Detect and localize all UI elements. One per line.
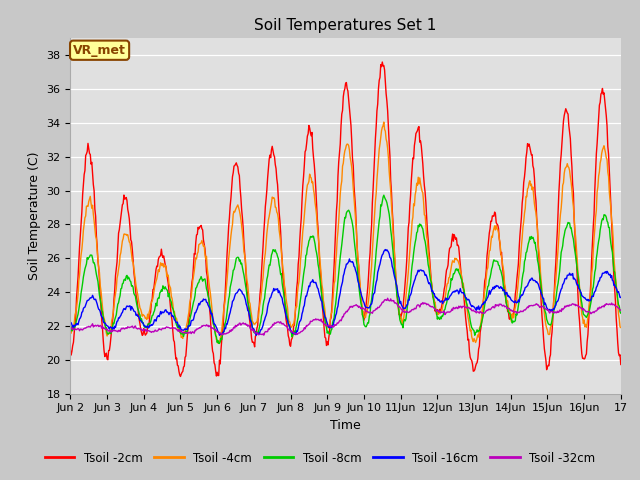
Tsoil -2cm	[177, 373, 184, 379]
Tsoil -16cm	[188, 318, 195, 324]
Tsoil -32cm	[188, 331, 195, 336]
Tsoil -8cm	[211, 329, 219, 335]
Tsoil -4cm	[214, 340, 222, 346]
Tsoil -2cm	[617, 361, 625, 367]
Tsoil -8cm	[392, 282, 400, 288]
Tsoil -32cm	[568, 301, 576, 307]
Tsoil -4cm	[617, 324, 625, 330]
Tsoil -32cm	[447, 309, 454, 314]
Tsoil -2cm	[188, 279, 196, 285]
Tsoil -32cm	[384, 295, 392, 301]
Tsoil -16cm	[568, 272, 576, 278]
Tsoil -8cm	[216, 340, 223, 346]
Line: Tsoil -8cm: Tsoil -8cm	[70, 195, 621, 343]
Tsoil -16cm	[252, 333, 260, 338]
Line: Tsoil -32cm: Tsoil -32cm	[70, 298, 621, 335]
Tsoil -16cm	[447, 293, 454, 299]
Tsoil -8cm	[447, 284, 454, 289]
Tsoil -2cm	[447, 245, 454, 251]
Tsoil -32cm	[260, 332, 268, 338]
Tsoil -32cm	[392, 300, 400, 306]
Tsoil -2cm	[338, 111, 346, 117]
Tsoil -2cm	[67, 348, 74, 353]
Tsoil -8cm	[67, 323, 74, 328]
Tsoil -4cm	[67, 326, 74, 332]
Tsoil -4cm	[188, 294, 195, 300]
Line: Tsoil -2cm: Tsoil -2cm	[70, 62, 621, 376]
Tsoil -2cm	[568, 163, 576, 169]
Legend: Tsoil -2cm, Tsoil -4cm, Tsoil -8cm, Tsoil -16cm, Tsoil -32cm: Tsoil -2cm, Tsoil -4cm, Tsoil -8cm, Tsoi…	[40, 447, 600, 469]
Tsoil -16cm	[617, 295, 625, 300]
Tsoil -4cm	[338, 178, 346, 184]
X-axis label: Time: Time	[330, 419, 361, 432]
Tsoil -32cm	[67, 327, 74, 333]
Tsoil -2cm	[392, 281, 400, 287]
Tsoil -8cm	[338, 242, 346, 248]
Tsoil -2cm	[212, 368, 220, 374]
Line: Tsoil -16cm: Tsoil -16cm	[70, 250, 621, 336]
Title: Soil Temperatures Set 1: Soil Temperatures Set 1	[255, 18, 436, 33]
Tsoil -16cm	[392, 280, 400, 286]
Tsoil -8cm	[617, 310, 625, 316]
Tsoil -4cm	[380, 119, 388, 125]
Tsoil -4cm	[392, 276, 400, 282]
Tsoil -16cm	[211, 322, 219, 327]
Tsoil -32cm	[617, 307, 625, 313]
Tsoil -8cm	[568, 229, 576, 235]
Tsoil -16cm	[381, 247, 389, 252]
Tsoil -32cm	[211, 327, 219, 333]
Tsoil -2cm	[378, 59, 386, 65]
Tsoil -4cm	[447, 270, 454, 276]
Tsoil -8cm	[188, 311, 195, 316]
Tsoil -16cm	[338, 282, 346, 288]
Tsoil -4cm	[211, 326, 219, 332]
Tsoil -32cm	[338, 316, 346, 322]
Tsoil -4cm	[568, 187, 576, 192]
Tsoil -8cm	[380, 192, 388, 198]
Text: VR_met: VR_met	[73, 44, 126, 57]
Y-axis label: Soil Temperature (C): Soil Temperature (C)	[28, 152, 41, 280]
Tsoil -16cm	[67, 319, 74, 325]
Line: Tsoil -4cm: Tsoil -4cm	[70, 122, 621, 343]
